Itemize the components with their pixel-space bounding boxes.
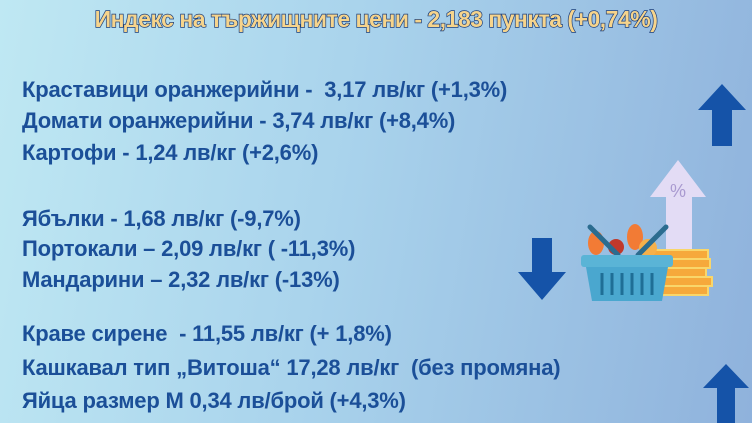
price-item: Яйца размер М 0,34 лв/брой (+4,3%) xyxy=(22,388,406,413)
arrow-up-icon xyxy=(698,84,746,146)
price-item: Домати оранжерийни - 3,74 лв/кг (+8,4%) xyxy=(22,108,456,133)
price-item: Краставици оранжерийни - 3,17 лв/кг (+1,… xyxy=(22,77,508,102)
price-item: Мандарини – 2,32 лв/кг (-13%) xyxy=(22,267,340,292)
shopping-basket-illustration: % xyxy=(581,160,713,301)
price-item: Кашкавал тип „Витоша“ 17,28 лв/кг (без п… xyxy=(22,355,561,380)
percent-symbol: % xyxy=(670,181,686,201)
price-item: Картофи - 1,24 лв/кг (+2,6%) xyxy=(22,140,319,165)
price-item: Краве сирене - 11,55 лв/кг (+ 1,8%) xyxy=(22,321,392,346)
arrow-down-icon xyxy=(518,238,566,300)
price-item: Портокали – 2,09 лв/кг ( -11,3%) xyxy=(22,236,356,261)
arrow-up-icon xyxy=(703,364,749,423)
price-item: Ябълки - 1,68 лв/кг (-9,7%) xyxy=(22,206,301,231)
index-title: Индекс на тържищните цени - 2,183 пункта… xyxy=(94,5,659,32)
